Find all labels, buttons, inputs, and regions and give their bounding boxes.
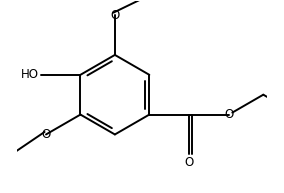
Text: O: O <box>185 156 194 169</box>
Text: O: O <box>224 108 233 121</box>
Text: O: O <box>41 128 51 141</box>
Text: HO: HO <box>21 68 39 81</box>
Text: O: O <box>110 9 120 22</box>
